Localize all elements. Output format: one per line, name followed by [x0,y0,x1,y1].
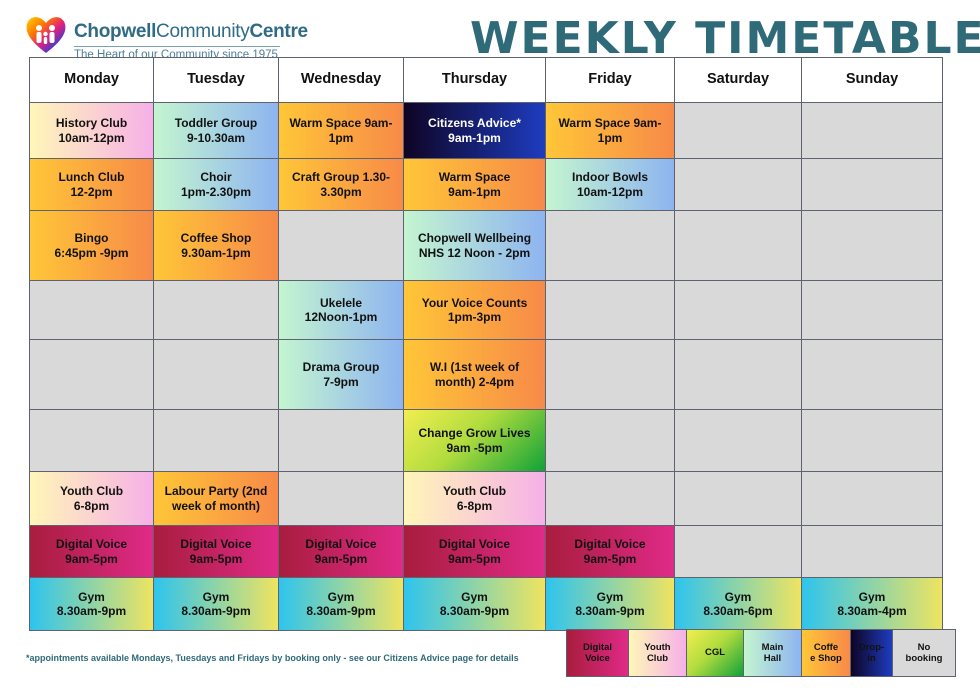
activity-cell: Youth Club 6-8pm [403,471,546,526]
activity-cell: Digital Voice 9am-5pm [29,525,154,578]
empty-slot [801,102,943,159]
day-header-sunday: Sunday [801,57,943,103]
empty-slot [545,280,675,340]
empty-slot [674,471,802,526]
empty-slot [801,409,943,472]
empty-slot [674,409,802,472]
day-header-thursday: Thursday [403,57,546,103]
empty-slot [29,280,154,340]
empty-slot [153,339,279,410]
day-header-friday: Friday [545,57,675,103]
empty-slot [153,280,279,340]
empty-slot [278,210,404,281]
activity-cell: Gym 8.30am-9pm [29,577,154,631]
footnote: *appointments available Mondays, Tuesday… [26,653,519,663]
legend-item-coffee: Coffe e Shop [801,629,851,677]
centre-logo: ChopwellCommunityCentre The Heart of our… [22,10,308,61]
activity-cell: Digital Voice 9am-5pm [403,525,546,578]
empty-slot [674,102,802,159]
empty-slot [801,158,943,211]
activity-cell: Craft Group 1.30- 3.30pm [278,158,404,211]
empty-slot [545,210,675,281]
rainbow-heart-icon [26,17,66,53]
page-title: WEEKLY TIMETABLE [470,13,980,64]
empty-slot [153,409,279,472]
activity-cell: Digital Voice 9am-5pm [278,525,404,578]
empty-slot [674,525,802,578]
activity-cell: Choir 1pm-2.30pm [153,158,279,211]
empty-slot [29,409,154,472]
empty-slot [801,525,943,578]
logo-name: ChopwellCommunityCentre [74,21,308,42]
activity-cell: History Club 10am-12pm [29,102,154,159]
activity-cell: Ukelele 12Noon-1pm [278,280,404,340]
day-header-tuesday: Tuesday [153,57,279,103]
empty-slot [674,280,802,340]
activity-cell: Labour Party (2nd week of month) [153,471,279,526]
empty-slot [29,339,154,410]
legend-item-dropin: Drop-in [850,629,893,677]
legend-item-cgl: CGL [686,629,744,677]
activity-cell: Chopwell Wellbeing NHS 12 Noon - 2pm [403,210,546,281]
activity-cell: Digital Voice 9am-5pm [153,525,279,578]
empty-slot [278,471,404,526]
activity-cell: Indoor Bowls 10am-12pm [545,158,675,211]
empty-slot [545,409,675,472]
legend-item-digital: Digital Voice [566,629,629,677]
empty-slot [674,339,802,410]
day-header-wednesday: Wednesday [278,57,404,103]
activity-cell: Your Voice Counts 1pm-3pm [403,280,546,340]
legend-item-main: Main Hall [743,629,802,677]
empty-slot [545,339,675,410]
day-header-monday: Monday [29,57,154,103]
empty-slot [674,158,802,211]
activity-cell: Gym 8.30am-6pm [674,577,802,631]
activity-cell: Gym 8.30am-9pm [278,577,404,631]
day-header-saturday: Saturday [674,57,802,103]
activity-cell: Gym 8.30am-9pm [403,577,546,631]
empty-slot [674,210,802,281]
activity-cell: Warm Space 9am- 1pm [545,102,675,159]
activity-cell: Gym 8.30am-4pm [801,577,943,631]
activity-cell: Lunch Club 12-2pm [29,158,154,211]
activity-cell: Citizens Advice* 9am-1pm [403,102,546,159]
activity-cell: Toddler Group 9-10.30am [153,102,279,159]
legend-item-empty: No booking [892,629,956,677]
activity-cell: Coffee Shop 9.30am-1pm [153,210,279,281]
activity-cell: Warm Space 9am- 1pm [278,102,404,159]
empty-slot [545,471,675,526]
legend-item-youth: Youth Club [628,629,687,677]
empty-slot [801,280,943,340]
empty-slot [801,471,943,526]
logo-divider [74,46,280,47]
activity-cell: Drama Group 7-9pm [278,339,404,410]
activity-cell: Change Grow Lives 9am -5pm [403,409,546,472]
activity-cell: Bingo 6:45pm -9pm [29,210,154,281]
activity-cell: Youth Club 6-8pm [29,471,154,526]
activity-cell: Gym 8.30am-9pm [153,577,279,631]
activity-cell: Digital Voice 9am-5pm [545,525,675,578]
empty-slot [801,339,943,410]
empty-slot [278,409,404,472]
activity-cell: Warm Space 9am-1pm [403,158,546,211]
activity-cell: Gym 8.30am-9pm [545,577,675,631]
activity-cell: W.I (1st week of month) 2-4pm [403,339,546,410]
empty-slot [801,210,943,281]
